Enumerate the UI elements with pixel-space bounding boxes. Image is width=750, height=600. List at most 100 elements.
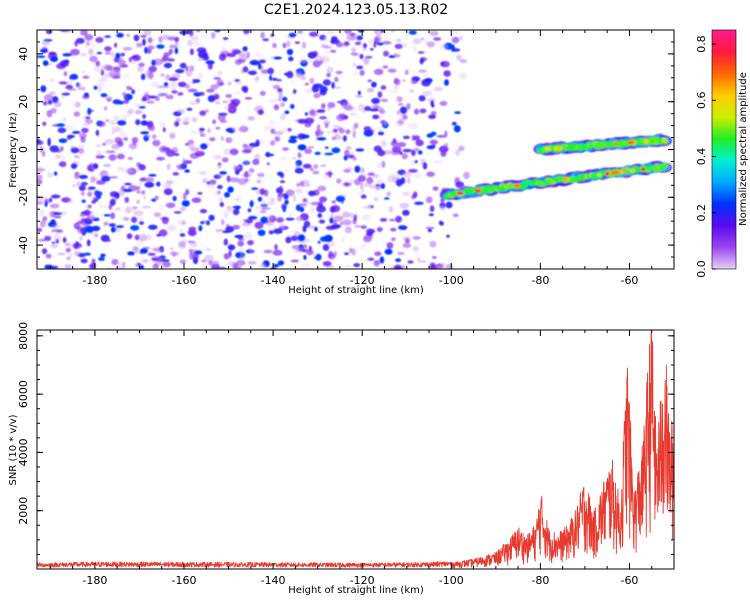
x-tick-label: -60	[620, 574, 638, 587]
noise-blob	[286, 48, 294, 56]
noise-blob	[117, 100, 124, 105]
noise-blob	[343, 41, 350, 46]
noise-blob	[322, 244, 330, 251]
noise-blob	[397, 142, 407, 148]
noise-blob	[300, 263, 311, 267]
noise-blob	[110, 212, 115, 220]
noise-blob	[453, 125, 461, 133]
noise-blob	[145, 72, 155, 80]
noise-blob	[342, 211, 350, 218]
noise-blob	[347, 250, 352, 254]
noise-blob	[299, 134, 310, 139]
noise-blob	[289, 210, 293, 218]
noise-blob	[297, 118, 308, 124]
noise-blob	[216, 79, 224, 87]
noise-blob	[308, 190, 316, 197]
noise-blob	[408, 30, 417, 35]
noise-blob	[210, 84, 219, 90]
noise-blob	[42, 100, 48, 106]
noise-blob	[74, 172, 80, 179]
noise-blob	[319, 196, 327, 203]
colorbar-tick-label: 0.0	[695, 260, 708, 278]
noise-blob	[402, 242, 411, 248]
noise-blob	[280, 113, 286, 121]
noise-blob	[138, 106, 146, 109]
noise-blob	[160, 73, 165, 78]
noise-blob	[411, 135, 416, 141]
noise-blob	[262, 38, 270, 42]
noise-blob	[104, 51, 112, 55]
noise-blob	[165, 94, 174, 100]
noise-blob	[60, 146, 64, 152]
noise-blob	[314, 151, 321, 155]
noise-blob	[199, 130, 204, 134]
noise-blob	[95, 144, 102, 148]
noise-blob	[40, 85, 47, 93]
noise-blob	[198, 225, 203, 232]
noise-blob	[64, 264, 72, 269]
signal-hotspot	[640, 167, 646, 172]
noise-blob	[220, 136, 224, 142]
noise-blob	[168, 77, 179, 82]
noise-blob	[325, 225, 336, 230]
noise-blob	[54, 215, 62, 219]
noise-blob	[306, 107, 317, 110]
noise-blob	[317, 213, 323, 218]
noise-blob	[207, 95, 216, 103]
noise-blob	[355, 95, 364, 98]
noise-blob	[270, 197, 275, 203]
noise-blob	[268, 120, 276, 125]
noise-blob	[161, 217, 169, 225]
noise-blob	[320, 44, 329, 49]
noise-blob	[190, 36, 199, 41]
noise-blob	[315, 129, 324, 136]
noise-blob	[76, 144, 86, 149]
noise-blob	[50, 244, 59, 249]
noise-blob	[60, 210, 67, 216]
noise-blob	[134, 234, 140, 241]
noise-blob	[171, 90, 178, 94]
noise-blob	[51, 194, 61, 199]
noise-blob	[58, 138, 68, 143]
noise-blob	[165, 202, 176, 209]
noise-blob	[429, 266, 435, 269]
noise-blob	[242, 46, 248, 52]
noise-blob	[41, 40, 50, 46]
noise-blob	[156, 156, 166, 161]
noise-blob	[77, 86, 86, 91]
noise-blob	[290, 104, 295, 109]
noise-blob	[192, 78, 197, 84]
noise-blob	[217, 162, 222, 166]
noise-blob	[312, 170, 320, 175]
noise-blob	[355, 148, 365, 152]
noise-blob	[139, 182, 143, 186]
noise-blob	[84, 119, 94, 124]
noise-blob	[215, 126, 221, 130]
noise-blob	[435, 263, 444, 269]
noise-blob	[148, 95, 157, 99]
noise-blob	[285, 169, 289, 172]
noise-blob	[254, 221, 264, 229]
noise-blob	[282, 42, 287, 49]
noise-blob	[251, 187, 259, 190]
noise-blob	[118, 61, 122, 69]
noise-blob	[331, 147, 341, 154]
noise-blob	[431, 256, 437, 259]
noise-blob	[228, 250, 232, 256]
noise-blob	[155, 95, 160, 102]
noise-blob	[277, 260, 285, 266]
noise-blob	[367, 129, 372, 133]
noise-blob	[301, 41, 307, 49]
noise-blob	[159, 145, 168, 153]
noise-blob	[241, 85, 249, 92]
noise-blob	[227, 81, 232, 86]
noise-blob	[176, 164, 185, 170]
noise-blob	[184, 169, 190, 173]
noise-blob	[192, 40, 202, 47]
noise-blob	[451, 36, 460, 44]
noise-blob	[57, 252, 66, 256]
noise-blob	[326, 66, 334, 74]
noise-blob	[206, 182, 217, 189]
noise-blob	[242, 149, 252, 154]
noise-blob	[402, 171, 412, 178]
